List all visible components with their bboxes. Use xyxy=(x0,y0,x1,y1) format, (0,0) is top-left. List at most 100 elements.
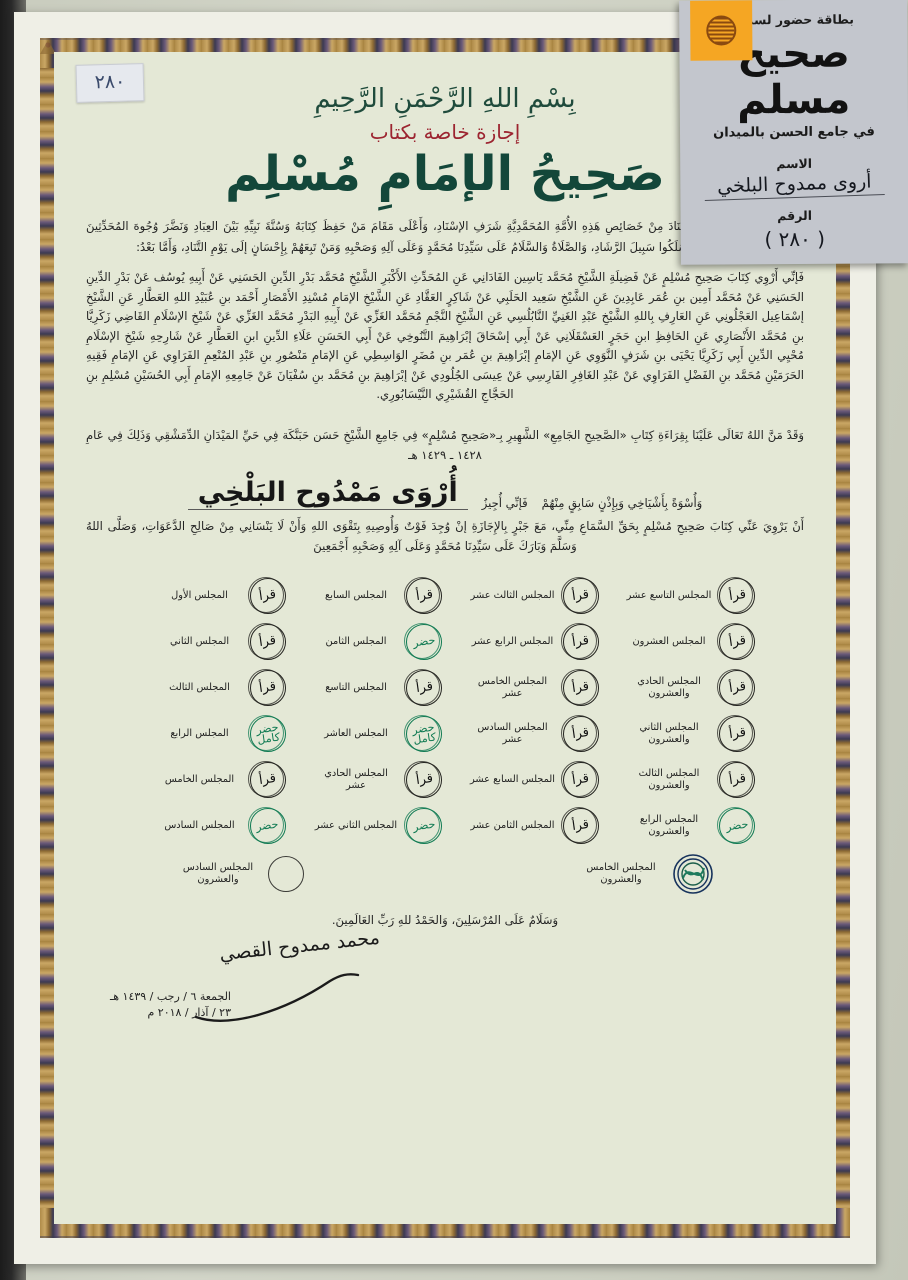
session-signature-stamp: قرأ xyxy=(717,714,755,752)
session-signature-stamp: حضر xyxy=(717,806,755,844)
session-row: قرأ المجلس الحادي والعشرون xyxy=(605,665,755,711)
sessions-column-4: قرأ المجلس التاسع عشر قرأ المجلس العشرون قرأ… xyxy=(605,573,755,849)
session-label: المجلس الثاني xyxy=(169,635,230,647)
attendance-number-label: الرقم xyxy=(777,207,813,224)
session-row: المجلس الخامس والعشرون xyxy=(578,851,715,897)
session-mark-text: قرأ xyxy=(258,586,277,605)
session-mark-text: قرأ xyxy=(414,678,434,697)
session-mark-text: قرأ xyxy=(727,770,747,789)
session-label: المجلس السابع xyxy=(325,589,387,601)
session-signature-stamp: قرأ xyxy=(717,576,755,614)
paragraph-spacer xyxy=(80,416,810,425)
session-row: قرأ المجلس التاسع xyxy=(292,665,442,711)
session-row: قرأ المجلس التاسع عشر xyxy=(605,573,755,619)
session-mark-text: قرأ xyxy=(258,770,277,789)
session-row: قرأ المجلس الثالث xyxy=(135,665,286,711)
sessions-grid: قرأ المجلس التاسع عشر قرأ المجلس العشرون قرأ… xyxy=(135,573,755,849)
certificate-inner-area: بِسْمِ اللهِ الرَّحْمَنِ الرَّحِيمِ إجاز… xyxy=(54,52,836,1224)
session-row: قرأ المجلس الثالث والعشرون xyxy=(605,757,755,803)
session-mark-text: حضر xyxy=(411,817,436,834)
session-mark-text: حضر xyxy=(724,817,749,834)
session-signature-stamp: قرأ xyxy=(560,714,599,752)
session-label: المجلس العاشر xyxy=(324,727,388,739)
session-label: المجلس الخامس عشر xyxy=(477,675,548,699)
session-label: المجلس الخامس xyxy=(164,773,235,785)
session-label: المجلس الأول xyxy=(171,589,228,601)
session-row: حضر كامل المجلس العاشر xyxy=(292,711,442,757)
body-paragraph-2-isnad: فَإنِّي أَرْوِي كِتَابَ صَحِيحِ مُسْلِمٍ… xyxy=(86,270,804,401)
session-mark-text: قرأ xyxy=(414,770,434,789)
session-signature-stamp: قرأ xyxy=(717,760,755,798)
session-row: قرأ المجلس الرابع عشر xyxy=(448,619,599,665)
session-row: قرأ المجلس الخامس xyxy=(135,757,286,803)
session-label: المجلس الرابع xyxy=(170,727,229,739)
session-label: المجلس الثامن xyxy=(325,635,387,647)
sessions-column-3: قرأ المجلس الثالث عشر قرأ المجلس الرابع عشر… xyxy=(448,573,599,849)
attendance-card-mosque: في جامع الحسن بالميدان xyxy=(713,124,875,141)
session-mark-text: قرأ xyxy=(571,632,590,651)
session-mark-text: قرأ xyxy=(571,724,590,743)
session-signature-stamp: قرأ xyxy=(560,806,599,844)
date-block: الجمعة ٦ / رجب / ١٤٣٩ هـ ٢٣ / آذار / ٢٠١… xyxy=(110,989,231,1021)
session-label: المجلس الثاني عشر xyxy=(314,819,398,831)
session-signature-stamp: قرأ xyxy=(247,760,286,798)
date-hijri: الجمعة ٦ / رجب / ١٤٣٩ هـ xyxy=(110,989,231,1003)
session-signature-stamp: قرأ xyxy=(404,760,442,798)
session-signature-stamp: حضر كامل xyxy=(247,714,286,752)
orange-index-tab xyxy=(690,0,753,61)
signature-stroke xyxy=(194,972,360,1022)
certificate-subtitle: إجازة خاصة بكتاب xyxy=(369,120,521,144)
session-mark-text: قرأ xyxy=(571,586,590,605)
basmalah-heading: بِسْمِ اللهِ الرَّحْمَنِ الرَّحِيمِ xyxy=(314,84,576,114)
session-signature-stamp: قرأ xyxy=(560,576,599,614)
date-gregorian: ٢٣ / آذار / ٢٠١٨ م xyxy=(147,1005,231,1019)
session-label: المجلس العشرون xyxy=(632,635,706,647)
session-label: المجلس الثالث والعشرون xyxy=(638,767,700,791)
session-mark-text: قرأ xyxy=(727,678,747,697)
session-row: قرأ المجلس الحادي عشر xyxy=(292,757,442,803)
session-mark-text: حضر كامل xyxy=(411,720,437,746)
session-mark-text: قرأ xyxy=(727,724,747,743)
session-label: المجلس السابع عشر xyxy=(469,773,556,785)
attendance-name-value: أروى ممدوح البلخي xyxy=(704,170,885,201)
session-row: المجلس السادس والعشرون xyxy=(175,851,304,897)
closing-line: وَسَلَامٌ عَلَى المُرْسَلِينَ، وَالحَمْد… xyxy=(331,912,559,927)
session-signature-stamp: حضر كامل xyxy=(404,714,442,752)
session-mark-text: قرأ xyxy=(571,678,590,697)
session-row: قرأ المجلس الثاني xyxy=(135,619,286,665)
session-row: قرأ المجلس الأول xyxy=(135,573,286,619)
session-label: المجلس الحادي والعشرون xyxy=(637,675,701,699)
session-row: قرأ المجلس السابع عشر xyxy=(448,757,599,803)
session-mark-text: قرأ xyxy=(727,632,747,651)
session-mark-text: قرأ xyxy=(727,586,747,605)
ijaza-precedent-text: وَأُسْوَةً بِأَشْيَاخِي وَبِإِذْنٍ سَابِ… xyxy=(541,495,703,510)
session-mark-text: حضر كامل xyxy=(254,720,281,746)
session-label: المجلس الثامن عشر xyxy=(470,819,555,831)
session-signature-stamp: قرأ xyxy=(247,622,286,660)
sessions-column-1: قرأ المجلس الأول قرأ المجلس الثاني قرأ المجلس… xyxy=(135,573,286,849)
session-label: المجلس الرابع عشر xyxy=(471,635,554,647)
body-paragraph-1: الحَمْدُ للهِ الَّذِي جَعَلَ الإسْنَادَ … xyxy=(86,219,804,254)
session-signature-stamp: حضر xyxy=(404,622,442,660)
body-paragraph-4-conditions: أَنْ يَرْوِيَ عَنِّي كِتَابَ صَحِيحِ مُس… xyxy=(86,518,804,554)
session-row: قرأ المجلس العشرون xyxy=(605,619,755,665)
session-mark-text: حضر xyxy=(255,817,280,834)
page-title: صَحِيحُ الإمَامِ مُسْلِم xyxy=(225,146,666,202)
session-label: المجلس الرابع والعشرون xyxy=(639,813,699,837)
session-row: حضر المجلس السادس xyxy=(135,803,286,849)
border-damask-bottom xyxy=(40,1236,850,1238)
session-signature-stamp xyxy=(671,852,715,896)
body-paragraph-3-reading-record: وَقَدْ مَنَّ اللهُ تَعَالَى عَلَيْنَا بِ… xyxy=(86,427,804,463)
session-row: قرأ المجلس السادس عشر xyxy=(448,711,599,757)
session-signature-stamp: قرأ xyxy=(560,668,599,706)
session-signature-stamp: قرأ xyxy=(404,576,442,614)
session-signature-stamp: حضر xyxy=(247,806,286,844)
session-signature-stamp: قرأ xyxy=(560,622,599,660)
session-signature-stamp: قرأ xyxy=(247,576,286,614)
session-signature-stamp: قرأ xyxy=(404,668,442,706)
session-label: المجلس الثاني والعشرون xyxy=(639,721,699,745)
session-signature-stamp: قرأ xyxy=(717,622,755,660)
session-label: المجلس التاسع عشر xyxy=(626,589,712,601)
attendance-card: بطاقة حضور لسماع صحيح مسلم في جامع الحسن… xyxy=(679,0,908,265)
session-row: قرأ المجلس الثاني والعشرون xyxy=(605,711,755,757)
